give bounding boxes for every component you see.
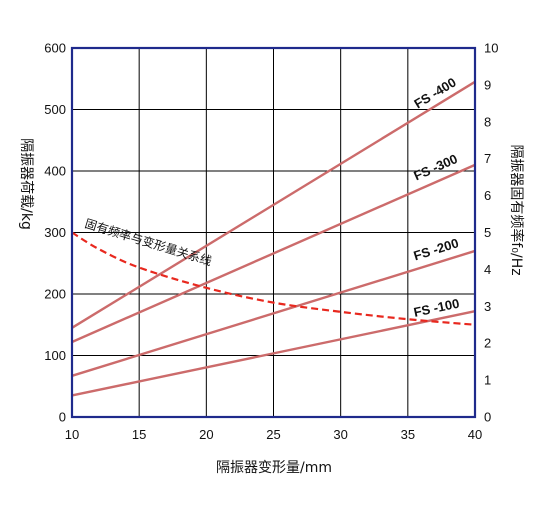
y-tick-label-left: 200 bbox=[44, 287, 66, 302]
frequency-curve bbox=[71, 231, 476, 326]
series-line bbox=[71, 163, 476, 344]
y-axis-title-left: 隔振器荷载/kg bbox=[18, 138, 34, 230]
y-tick-label-right: 3 bbox=[484, 299, 491, 314]
x-tick-label: 25 bbox=[266, 427, 280, 442]
y-tick-label-right: 6 bbox=[484, 188, 491, 203]
x-tick-label: 40 bbox=[468, 427, 482, 442]
y-tick-label-right: 5 bbox=[484, 225, 491, 240]
y-axis-title-right: 隔振器固有频率f₀/Hz bbox=[508, 144, 525, 275]
y-tick-label-right: 10 bbox=[484, 41, 498, 56]
frequency-curve-label: 固有频率与变形量关系线 bbox=[83, 216, 214, 269]
y-tick-label-right: 9 bbox=[484, 77, 491, 92]
y-tick-label-right: 0 bbox=[484, 410, 491, 425]
x-tick-label: 20 bbox=[199, 427, 213, 442]
series-lines bbox=[71, 80, 476, 397]
y-tick-label-left: 0 bbox=[59, 410, 66, 425]
y-tick-label-left: 300 bbox=[44, 225, 66, 240]
y-tick-label-left: 400 bbox=[44, 164, 66, 179]
tick-labels: 10 15 20 25 30 35 4001002003004005006000123456… bbox=[44, 41, 498, 443]
x-tick-label: 30 bbox=[333, 427, 347, 442]
series-label: FS -300 bbox=[411, 151, 459, 183]
plot-frame bbox=[70, 46, 477, 419]
y-tick-label-right: 2 bbox=[484, 336, 491, 351]
x-tick-label: 10 bbox=[65, 427, 79, 442]
y-tick-label-right: 1 bbox=[484, 373, 491, 388]
frequency-curve-group bbox=[71, 231, 476, 326]
y-tick-label-right: 4 bbox=[484, 262, 491, 277]
x-tick-label: 15 bbox=[132, 427, 146, 442]
y-tick-label-left: 100 bbox=[44, 348, 66, 363]
y-tick-label-left: 500 bbox=[44, 102, 66, 117]
y-tick-label-left: 600 bbox=[44, 41, 66, 56]
y-tick-label-right: 8 bbox=[484, 114, 491, 129]
x-axis-title: 隔振器变形量/mm bbox=[216, 460, 332, 476]
series-label: FS -200 bbox=[412, 235, 461, 263]
series-line bbox=[71, 80, 476, 329]
series-line bbox=[71, 249, 476, 377]
x-tick-label: 35 bbox=[401, 427, 415, 442]
y-tick-label-right: 7 bbox=[484, 151, 491, 166]
series-line bbox=[71, 310, 476, 397]
